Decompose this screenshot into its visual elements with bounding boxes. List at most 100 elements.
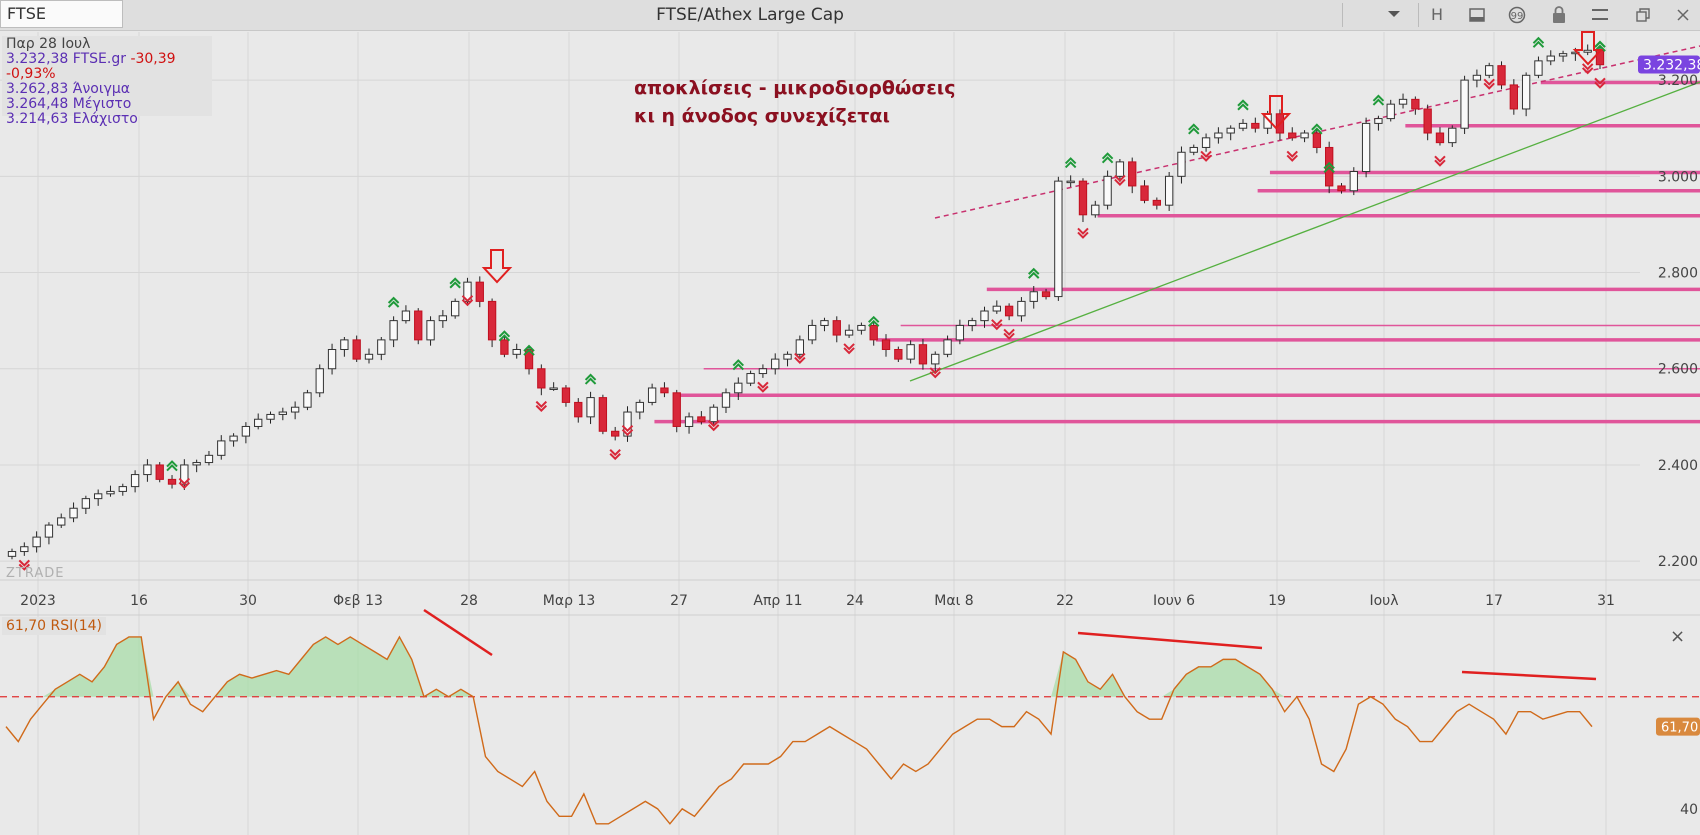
title-bar: FTSE FTSE/Athex Large Cap H 99	[0, 0, 1700, 31]
candle-body	[81, 498, 91, 509]
candle-body	[980, 310, 989, 322]
candle-body	[746, 373, 755, 384]
candle-body	[968, 320, 977, 326]
candle-body	[1017, 300, 1026, 317]
candle-body	[377, 339, 386, 355]
candle-body	[1103, 175, 1112, 206]
down-marker	[843, 343, 855, 355]
candle-body	[721, 392, 731, 408]
candle-body	[684, 416, 694, 427]
candle-body	[795, 339, 805, 355]
rsi-line	[5, 635, 1593, 825]
down-marker	[178, 477, 191, 490]
candle-body	[894, 348, 903, 360]
candle-body	[167, 478, 177, 485]
candle-body	[1238, 122, 1248, 129]
candle-body	[352, 339, 361, 360]
x-tick-label: 27	[670, 593, 688, 609]
candle-body	[254, 418, 263, 427]
candle-body	[278, 411, 287, 415]
rsi-overbought-fill	[6, 636, 1592, 697]
candle-body	[1214, 132, 1223, 139]
candle-body	[20, 546, 29, 553]
y-tick-label: 3.000	[1658, 169, 1698, 185]
svg-text:99: 99	[1511, 11, 1524, 22]
down-arrow-icon	[481, 249, 513, 284]
y-tick-label: 2.800	[1658, 266, 1698, 282]
candle-body	[155, 464, 164, 480]
candle-body	[414, 310, 423, 341]
candle-body	[290, 406, 300, 413]
panel-icon[interactable]	[1460, 0, 1494, 30]
y-tick-label: 3.200	[1658, 73, 1698, 89]
candle-body	[1004, 305, 1014, 317]
y-tick-label: 2.200	[1658, 554, 1698, 570]
candle-body	[130, 474, 140, 488]
x-tick-label: 16	[130, 593, 148, 609]
candle-body	[574, 401, 583, 418]
dropdown-chevron-icon[interactable]	[1377, 0, 1411, 29]
candle-body	[586, 397, 595, 418]
candle-body	[943, 339, 952, 355]
grid	[0, 32, 1700, 835]
info-high: 3.264,48 Μέγιστο	[6, 96, 132, 112]
candle-body	[438, 315, 448, 322]
support-trendline	[909, 81, 1700, 382]
candle-body	[709, 406, 718, 423]
markers	[18, 36, 1606, 571]
rsi-pane: 40 61,70	[0, 608, 1700, 825]
candle-body	[364, 353, 374, 360]
symbol-input[interactable]: FTSE	[0, 0, 123, 28]
candle-body	[697, 416, 706, 423]
candle-body	[475, 281, 484, 302]
candle-body	[1435, 132, 1445, 144]
annotation-line-2: κι η άνοδος συνεχίζεται	[634, 105, 890, 127]
down-marker	[1003, 328, 1015, 340]
down-marker	[18, 559, 31, 571]
x-tick-label: Απρ 11	[753, 593, 802, 609]
comment-icon[interactable]: 99	[1500, 0, 1534, 30]
up-marker	[166, 460, 178, 472]
h-button[interactable]: H	[1430, 5, 1444, 24]
candle-body	[7, 551, 17, 557]
lock-icon[interactable]	[1542, 0, 1576, 30]
info-change: -30,39 -0,93%	[6, 51, 176, 82]
candle-body	[1509, 84, 1518, 110]
red-arrows	[481, 31, 1604, 284]
menu-icon[interactable]	[1583, 0, 1617, 30]
close-icon[interactable]	[1666, 0, 1700, 30]
rsi-y-tick-label: 40	[1680, 802, 1698, 818]
annotation-line-1: αποκλίσεις - μικροδιορθώσεις	[634, 77, 956, 99]
watermark: ZTRADE	[6, 566, 64, 581]
candle-body	[906, 344, 915, 360]
x-tick-label: 24	[846, 593, 864, 609]
restore-window-icon[interactable]	[1626, 0, 1660, 30]
candle-body	[1448, 127, 1457, 144]
down-marker	[794, 352, 806, 364]
up-marker	[1237, 99, 1249, 111]
x-tick-label: 30	[239, 593, 257, 609]
trend-lines	[909, 45, 1700, 382]
rsi-label: 61,70 RSI(14)	[2, 617, 107, 635]
candle-body	[1115, 161, 1125, 177]
rsi-close-icon[interactable]: ×	[1670, 626, 1686, 647]
candle-body	[1349, 171, 1358, 192]
candle-body	[1497, 65, 1506, 86]
x-tick-label: 22	[1056, 593, 1074, 609]
y-tick-label: 2.400	[1658, 458, 1698, 474]
candle-body	[1054, 180, 1063, 298]
candle-body	[389, 320, 398, 341]
x-tick-label: Μαι 8	[934, 593, 973, 609]
down-marker	[1594, 77, 1606, 89]
candle-body	[118, 486, 127, 492]
candle-body	[918, 344, 928, 365]
last-value-badge	[1638, 55, 1700, 74]
up-marker	[387, 296, 400, 308]
down-marker	[991, 319, 1003, 331]
last-value-text: 3.232,38	[1643, 58, 1700, 74]
down-marker	[1581, 63, 1594, 75]
candle-body	[327, 348, 337, 370]
info-open: 3.262,83 Άνοιγμα	[6, 81, 131, 97]
